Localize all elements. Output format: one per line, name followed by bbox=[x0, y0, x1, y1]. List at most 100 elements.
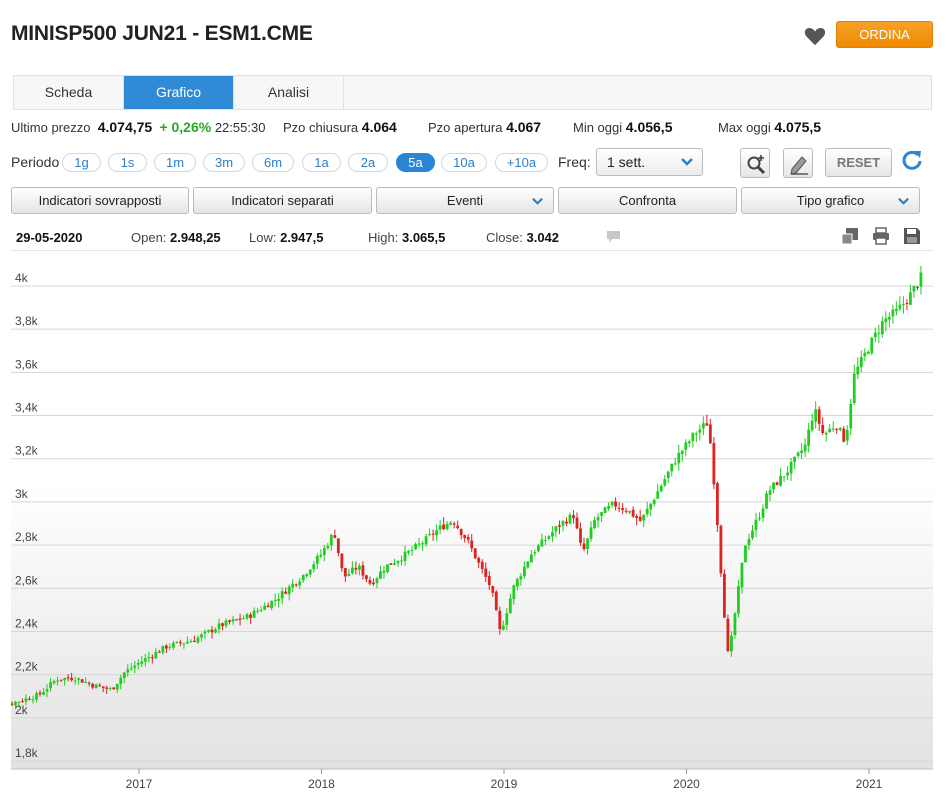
y-tick-label: 3k bbox=[15, 487, 29, 501]
candle-up bbox=[786, 472, 789, 476]
candle-up bbox=[824, 432, 828, 435]
candle-up bbox=[603, 507, 607, 513]
events-dropdown[interactable]: Eventi bbox=[376, 187, 554, 214]
candle-up bbox=[863, 352, 867, 357]
candle-up bbox=[807, 429, 811, 446]
candle-up bbox=[263, 605, 267, 610]
y-tick-label: 3,6k bbox=[15, 357, 39, 371]
expand-icon[interactable] bbox=[840, 226, 860, 246]
candle-down bbox=[835, 429, 839, 431]
tab-scheda[interactable]: Scheda bbox=[14, 76, 124, 109]
candle-up bbox=[845, 429, 849, 441]
candle-down bbox=[575, 517, 579, 529]
candle-down bbox=[723, 573, 726, 618]
period-2a[interactable]: 2a bbox=[348, 153, 388, 172]
candle-up bbox=[94, 684, 98, 689]
candle-up bbox=[529, 554, 533, 563]
candle-down bbox=[87, 682, 91, 684]
tab-bar: Scheda Grafico Analisi bbox=[13, 75, 932, 110]
candle-up bbox=[382, 570, 386, 573]
candle-up bbox=[350, 567, 354, 574]
high-price: Max oggi 4.075,5 bbox=[718, 119, 821, 135]
candle-down bbox=[463, 535, 467, 539]
candle-up bbox=[435, 530, 439, 536]
close-price: Pzo chiusura 4.064 bbox=[283, 119, 397, 135]
period-1a[interactable]: 1a bbox=[302, 153, 341, 172]
low-price-value: 4.056,5 bbox=[625, 119, 673, 135]
overlay-indicators-button[interactable]: Indicatori sovrapposti bbox=[11, 187, 189, 214]
candle-up bbox=[291, 583, 295, 588]
heart-icon[interactable] bbox=[804, 26, 826, 46]
candle-up bbox=[358, 566, 361, 570]
period-5a[interactable]: 5a bbox=[396, 153, 435, 172]
candle-up bbox=[410, 549, 414, 551]
x-tick-label: 2021 bbox=[856, 777, 883, 791]
save-icon[interactable] bbox=[902, 226, 922, 246]
price-chart[interactable]: 4k 3,8k 3,6k 3,4k 3,2k 3k 2,8k 2,6k 2,4k 2,2k 2k 1,… bbox=[11, 251, 933, 797]
period-1m[interactable]: 1m bbox=[154, 153, 196, 172]
candle-up bbox=[182, 643, 186, 645]
candle-up bbox=[600, 512, 603, 516]
candle-up bbox=[49, 682, 52, 689]
zoom-button[interactable] bbox=[740, 148, 770, 178]
chart-type-dropdown[interactable]: Tipo grafico bbox=[741, 187, 920, 214]
candle-up bbox=[772, 482, 775, 490]
order-button[interactable]: ORDINA bbox=[836, 21, 933, 48]
candle-up bbox=[684, 442, 688, 450]
candle-up bbox=[796, 452, 800, 457]
period-label: Periodo bbox=[11, 154, 60, 170]
candle-down bbox=[466, 536, 470, 540]
candle-up bbox=[880, 321, 884, 335]
candle-down bbox=[28, 698, 31, 700]
candle-down bbox=[228, 620, 231, 622]
pencil-icon bbox=[790, 156, 808, 175]
overlay-indicators-label: Indicatori sovrapposti bbox=[38, 193, 162, 208]
candle-up bbox=[744, 545, 747, 563]
candle-up bbox=[17, 701, 21, 703]
candle-up bbox=[789, 461, 793, 474]
candle-down bbox=[572, 515, 575, 519]
candle-down bbox=[105, 687, 109, 689]
candle-down bbox=[579, 528, 582, 543]
candle-up bbox=[171, 642, 175, 648]
candle-up bbox=[393, 563, 396, 565]
tab-grafico[interactable]: Grafico bbox=[124, 76, 234, 109]
draw-button[interactable] bbox=[783, 148, 813, 178]
period-1s[interactable]: 1s bbox=[108, 153, 147, 172]
refresh-icon[interactable] bbox=[901, 149, 923, 171]
candle-up bbox=[119, 677, 123, 685]
candle-down bbox=[452, 523, 456, 525]
candle-down bbox=[473, 548, 477, 559]
tab-analisi[interactable]: Analisi bbox=[234, 76, 344, 109]
candle-up bbox=[677, 452, 681, 464]
candle-up bbox=[108, 688, 112, 690]
period-10a[interactable]: 10a bbox=[441, 153, 487, 172]
comment-icon[interactable] bbox=[606, 230, 621, 244]
period-1g[interactable]: 1g bbox=[62, 153, 101, 172]
y-tick-label: 2k bbox=[15, 703, 29, 717]
print-icon[interactable] bbox=[871, 226, 891, 246]
candle-up bbox=[544, 539, 547, 541]
period-3m[interactable]: 3m bbox=[203, 153, 245, 172]
freq-select[interactable]: 1 sett. bbox=[596, 148, 703, 176]
candle-down bbox=[343, 568, 347, 577]
candle-up bbox=[277, 598, 281, 602]
candle-up bbox=[561, 521, 565, 526]
period-6m[interactable]: 6m bbox=[252, 153, 294, 172]
reset-button[interactable]: RESET bbox=[825, 148, 892, 177]
candle-up bbox=[628, 510, 632, 513]
candle-down bbox=[91, 683, 95, 688]
candle-up bbox=[122, 672, 126, 678]
candle-up bbox=[593, 520, 596, 529]
candle-down bbox=[459, 528, 463, 536]
candle-up bbox=[859, 357, 863, 368]
candle-up bbox=[536, 545, 540, 552]
candle-up bbox=[421, 543, 424, 545]
candle-up bbox=[694, 433, 698, 435]
compare-button[interactable]: Confronta bbox=[558, 187, 737, 214]
candle-up bbox=[414, 544, 417, 549]
candle-down bbox=[80, 679, 84, 683]
compare-label: Confronta bbox=[618, 193, 677, 208]
separate-indicators-button[interactable]: Indicatori separati bbox=[193, 187, 372, 214]
period-more-10a[interactable]: +10a bbox=[495, 153, 548, 172]
